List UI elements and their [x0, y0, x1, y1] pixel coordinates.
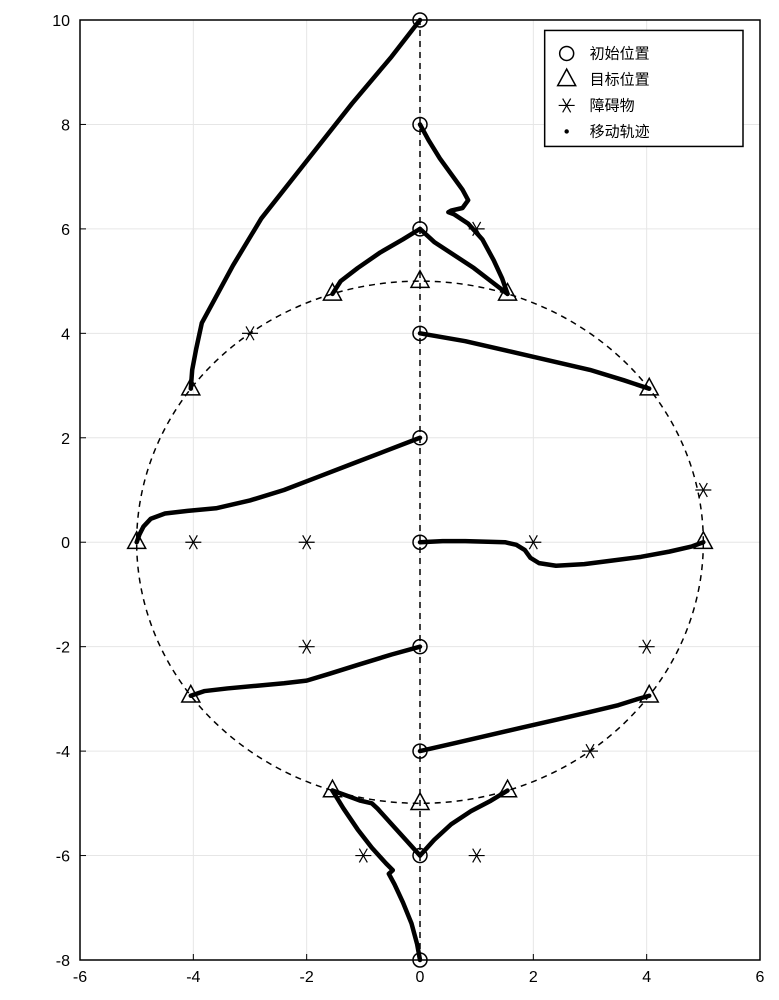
legend-label: 初始位置 — [590, 45, 650, 62]
ytick-label: 4 — [61, 326, 70, 343]
xtick-label: 2 — [529, 969, 538, 986]
legend-label: 目标位置 — [590, 71, 650, 88]
xtick-label: -6 — [73, 969, 87, 986]
legend-label: 移动轨迹 — [590, 123, 650, 140]
chart-container: -6-4-20246-8-6-4-20246810初始位置目标位置障碍物移动轨迹 — [0, 0, 779, 1000]
xtick-label: -2 — [300, 969, 314, 986]
legend: 初始位置目标位置障碍物移动轨迹 — [545, 30, 743, 146]
ytick-label: 6 — [61, 222, 70, 239]
ytick-label: -4 — [56, 744, 70, 761]
ytick-label: -6 — [56, 849, 70, 866]
xtick-label: 0 — [416, 969, 425, 986]
ytick-label: 10 — [52, 13, 70, 30]
ytick-label: 8 — [61, 117, 70, 134]
ytick-label: -8 — [56, 953, 70, 970]
ytick-label: 0 — [61, 535, 70, 552]
legend-label: 障碍物 — [590, 96, 635, 114]
xtick-label: 6 — [756, 969, 765, 986]
xtick-label: 4 — [642, 969, 651, 986]
trajectory-chart: -6-4-20246-8-6-4-20246810初始位置目标位置障碍物移动轨迹 — [0, 0, 779, 1000]
xtick-label: -4 — [186, 969, 200, 986]
ytick-label: 2 — [61, 431, 70, 448]
ytick-label: -2 — [56, 640, 70, 657]
